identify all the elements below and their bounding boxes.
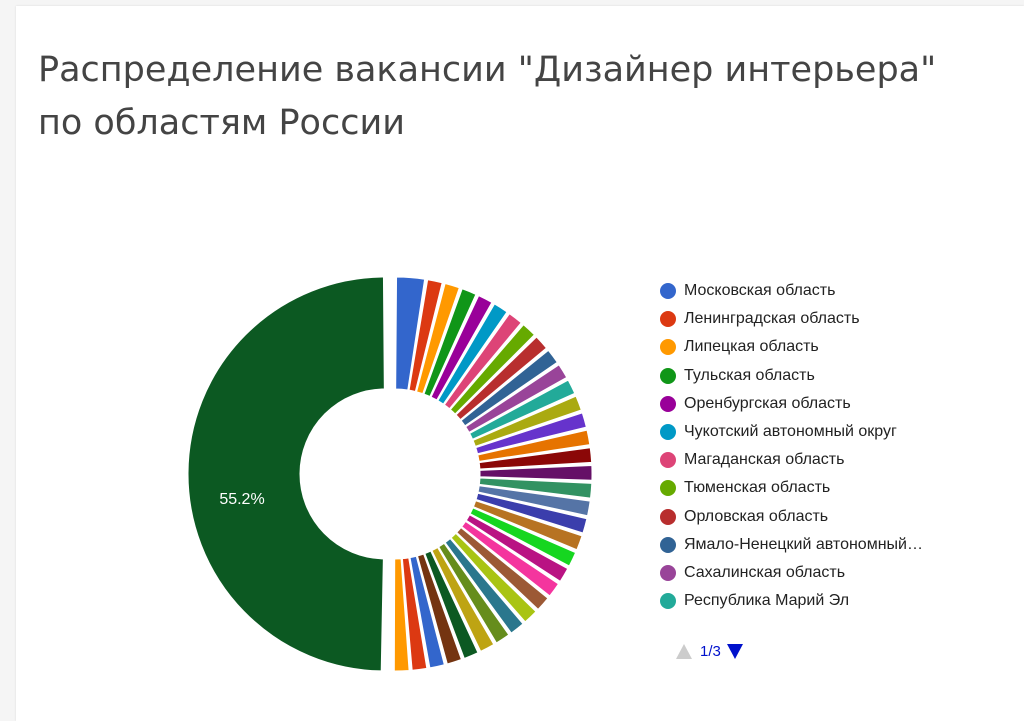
legend-label: Тюменская область (684, 479, 831, 497)
donut-slice[interactable] (478, 477, 593, 499)
donut-slice[interactable] (475, 492, 588, 534)
donut-slice[interactable] (431, 546, 495, 653)
donut-slice[interactable] (409, 555, 445, 669)
donut-slice[interactable] (455, 336, 548, 421)
legend-item[interactable]: Московская область (660, 277, 960, 305)
donut-slice[interactable] (401, 557, 428, 671)
donut-slice[interactable] (465, 514, 569, 583)
legend-item[interactable]: Тюменская область (660, 474, 960, 502)
legend-label: Оренбургская область (684, 394, 851, 412)
legend-item[interactable]: Ямало-Ненецкий автономный… (660, 531, 960, 559)
donut-slice[interactable] (437, 303, 508, 405)
legend-label: Тульская область (684, 366, 815, 384)
donut-slice[interactable] (477, 485, 591, 517)
donut-slice[interactable] (416, 282, 460, 395)
donut-slice[interactable] (469, 379, 576, 440)
donut-slice[interactable] (465, 364, 568, 433)
legend-label: Орловская область (684, 507, 829, 525)
legend-item[interactable]: Липецкая область (660, 333, 960, 361)
donut-slice[interactable] (450, 532, 537, 623)
donut-slice[interactable] (469, 507, 577, 567)
donut-slice[interactable] (449, 324, 536, 415)
donut-slice[interactable] (424, 550, 479, 660)
legend-swatch (660, 480, 676, 497)
donut-slice[interactable] (461, 520, 560, 597)
slice-percent-label: 55.2% (219, 491, 264, 508)
legend-swatch (660, 508, 676, 525)
legend-swatch (660, 424, 676, 441)
donut-slice[interactable] (395, 276, 426, 391)
legend-swatch (660, 452, 676, 469)
legend-label: Московская область (684, 282, 836, 300)
chart-title: Распределение вакансии "Дизайнер интерье… (38, 50, 937, 143)
legend-item[interactable]: Тульская область (660, 362, 960, 390)
donut-slice[interactable] (430, 295, 493, 401)
legend-label: Ленинградская область (684, 310, 860, 328)
legend-item[interactable]: Республика Марий Эл (660, 587, 960, 615)
pager-label: 1/3 (700, 643, 721, 660)
donut-slice[interactable] (475, 412, 587, 455)
legend-label: Ямало-Ненецкий автономный… (684, 535, 923, 553)
legend-swatch (660, 283, 676, 300)
donut-slice[interactable] (444, 537, 524, 634)
pager-down-icon[interactable] (726, 644, 743, 659)
donut-slice[interactable] (478, 447, 593, 470)
legend-label: Магаданская область (684, 451, 845, 469)
chart-legend: Московская область Ленинградская область Л… (660, 277, 960, 615)
legend-item[interactable]: Орловская область (660, 503, 960, 531)
donut-slice[interactable] (423, 288, 477, 398)
legend-swatch (660, 536, 676, 553)
legend-item[interactable]: Магаданская область (660, 446, 960, 474)
donut-slice[interactable] (187, 276, 385, 672)
legend-label: Сахалинская область (684, 563, 846, 581)
legend-swatch (660, 311, 676, 328)
pager-up-icon[interactable] (676, 644, 692, 659)
legend-swatch (660, 339, 676, 356)
legend-swatch (660, 367, 676, 384)
legend-label: Республика Марий Эл (684, 592, 850, 610)
donut-slice[interactable] (393, 558, 410, 672)
donut-slice[interactable] (456, 526, 549, 611)
donut-slice[interactable] (479, 464, 593, 481)
legend-label: Чукотский автономный округ (684, 423, 897, 441)
legend-label: Липецкая область (684, 338, 819, 356)
donut-slice[interactable] (477, 429, 591, 462)
legend-item[interactable]: Сахалинская область (660, 559, 960, 587)
donut-slice[interactable] (472, 395, 582, 448)
donut-slice[interactable] (443, 313, 522, 410)
legend-swatch (660, 564, 676, 581)
legend-item[interactable]: Ленинградская область (660, 305, 960, 333)
legend-item[interactable]: Чукотский автономный округ (660, 418, 960, 446)
legend-pager: 1/3 (676, 643, 743, 660)
donut-slice[interactable] (416, 553, 463, 665)
donut-slice[interactable] (472, 500, 583, 551)
donut-slice[interactable] (460, 349, 558, 427)
donut-slice[interactable] (408, 279, 443, 393)
donut-slice[interactable] (438, 542, 510, 644)
legend-swatch (660, 593, 676, 610)
legend-swatch (660, 395, 676, 412)
legend-item[interactable]: Оренбургская область (660, 390, 960, 418)
